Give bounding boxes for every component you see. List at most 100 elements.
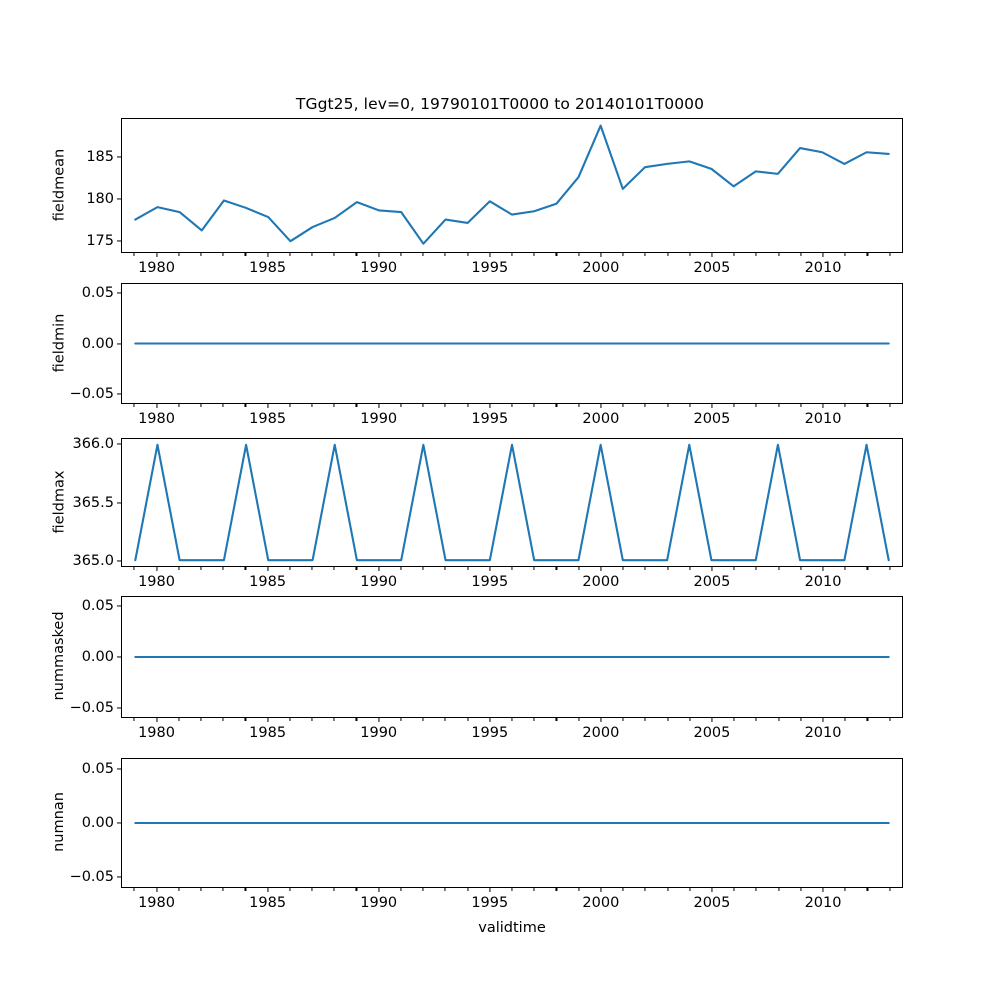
x-tick-mark [467, 404, 469, 407]
x-tick-mark [600, 567, 602, 572]
x-tick-mark [378, 404, 380, 409]
x-tick-mark [866, 253, 868, 256]
x-tick-mark [800, 404, 802, 407]
x-tick-mark [533, 888, 535, 891]
x-tick-mark [778, 888, 780, 891]
y-tick-label-fieldmin: 0.00 [81, 335, 114, 352]
x-tick-mark [333, 888, 335, 891]
x-tick-mark [666, 567, 669, 570]
x-tick-label: 1980 [138, 895, 175, 911]
x-tick-mark [711, 404, 713, 409]
x-tick-label: 1990 [360, 411, 398, 427]
x-tick-mark [622, 718, 624, 721]
x-tick-mark [289, 888, 291, 891]
x-tick-mark [200, 567, 202, 570]
x-tick-mark [844, 718, 846, 721]
x-tick-mark [400, 888, 402, 891]
x-tick-mark [311, 253, 313, 256]
x-tick-mark [889, 567, 891, 570]
x-tick-label: 2010 [804, 260, 842, 276]
x-tick-label: 2005 [693, 895, 731, 911]
x-tick-mark [844, 404, 846, 407]
x-tick-mark [489, 253, 491, 258]
x-tick-label: 1995 [471, 725, 509, 741]
x-tick-mark [155, 567, 158, 572]
x-tick-mark [267, 567, 269, 572]
y-tick-mark [116, 292, 121, 294]
x-tick-mark [333, 404, 335, 407]
y-tick-mark [116, 156, 121, 158]
x-tick-mark [267, 718, 269, 723]
y-tick-label-fieldmax: 365.0 [72, 553, 114, 570]
x-tick-mark [333, 567, 335, 570]
x-tick-mark [844, 567, 846, 570]
x-tick-mark [622, 404, 624, 407]
x-tick-label: 1995 [471, 411, 509, 427]
x-tick-mark [422, 718, 424, 721]
x-tick-mark [378, 567, 380, 572]
x-tick-mark [578, 718, 580, 721]
x-tick-mark [555, 404, 557, 407]
x-tick-label: 2000 [582, 574, 620, 590]
data-line-fieldmean [135, 126, 888, 244]
x-tick-mark [711, 888, 713, 893]
x-tick-mark [622, 567, 624, 570]
x-tick-mark [800, 253, 802, 256]
y-tick-mark [116, 560, 121, 562]
y-tick-mark [116, 198, 121, 200]
y-tick-label-fieldmean: 180 [86, 191, 114, 207]
plot-area-numnan [121, 758, 903, 888]
x-tick-mark [755, 253, 757, 256]
y-tick-mark [116, 605, 121, 607]
x-tick-mark [333, 253, 335, 256]
x-tick-mark [689, 888, 691, 891]
x-tick-label: 2005 [693, 725, 731, 741]
x-tick-mark [355, 253, 358, 256]
y-tick-label-fieldmean: 175 [86, 233, 114, 250]
x-tick-mark [222, 404, 224, 407]
y-tick-label-fieldmin: 0.05 [81, 285, 114, 302]
x-tick-mark [778, 253, 780, 256]
subplot-nummasked: −0.05 0.00 0.05 1980 1985 1990 1995 2000 2005 201… [51, 596, 903, 741]
y-tick-mark [116, 656, 121, 658]
y-tick-label-nummasked: −0.05 [69, 699, 114, 716]
x-tick-mark [378, 888, 380, 893]
x-tick-mark [422, 888, 424, 891]
x-tick-mark [444, 888, 446, 891]
y-tick-mark [116, 443, 121, 445]
x-tick-mark [400, 718, 402, 721]
x-tick-label: 1980 [138, 411, 175, 427]
x-tick-mark [533, 718, 535, 721]
x-tick-mark [600, 888, 602, 893]
x-tick-mark [711, 718, 713, 723]
x-tick-mark [822, 718, 824, 723]
x-tick-mark [444, 404, 446, 407]
x-tick-mark [755, 404, 757, 407]
x-tick-label: 2000 [582, 895, 620, 911]
x-tick-mark [511, 567, 513, 570]
y-tick-mark [116, 876, 121, 878]
y-axis-label-fieldmax: fieldmax [51, 470, 67, 533]
x-tick-label: 1995 [471, 895, 509, 911]
x-tick-mark [200, 718, 202, 721]
x-tick-mark [666, 404, 669, 407]
x-tick-mark [444, 253, 446, 256]
x-tick-label: 1980 [138, 260, 175, 276]
x-tick-mark [555, 888, 557, 891]
x-tick-mark [222, 253, 224, 256]
x-tick-label: 2005 [693, 411, 731, 427]
x-tick-mark [400, 567, 402, 570]
x-tick-mark [733, 888, 735, 891]
x-tick-mark [889, 253, 891, 256]
x-tick-mark [689, 567, 691, 570]
x-tick-mark [733, 253, 735, 256]
x-tick-mark [267, 253, 269, 258]
y-tick-label-fieldmin: −0.05 [69, 385, 114, 402]
x-tick-mark [511, 718, 513, 721]
x-tick-mark [622, 888, 624, 891]
x-tick-mark [311, 404, 313, 407]
x-tick-label: 2005 [693, 260, 731, 276]
x-tick-mark [822, 404, 824, 409]
y-tick-label-nummasked: 0.05 [81, 598, 114, 615]
y-tick-mark [116, 240, 121, 242]
